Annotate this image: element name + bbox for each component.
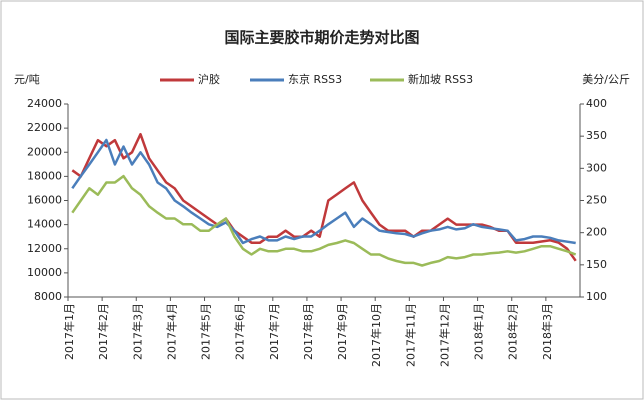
y2-tick-label: 250 (586, 194, 607, 207)
y2-tick-label: 400 (586, 97, 607, 110)
y2-tick-label: 100 (586, 290, 607, 303)
y-tick-label: 18000 (27, 169, 62, 182)
y-tick-label: 8000 (34, 290, 62, 303)
chart-title: 国际主要胶市期价走势对比图 (224, 29, 419, 47)
y2-axis-label: 美分/公斤 (582, 73, 630, 86)
x-tick-label: 2017年2月 (96, 303, 110, 360)
x-tick-label: 2017年3月 (130, 303, 144, 360)
series-line (71, 174, 577, 267)
series-line (71, 138, 576, 245)
x-tick-label: 2018年3月 (540, 303, 554, 360)
legend-label: 东京 RSS3 (288, 72, 342, 86)
y-tick-label: 16000 (27, 194, 62, 207)
y-tick-label: 14000 (27, 218, 62, 231)
y2-tick-label: 300 (586, 161, 607, 174)
y2-tick-label: 350 (586, 129, 607, 142)
legend-label: 新加坡 RSS3 (408, 72, 473, 86)
y-tick-label: 10000 (27, 266, 62, 279)
y-axis-label: 元/吨 (14, 73, 40, 86)
y-tick-label: 22000 (27, 121, 62, 134)
x-tick-label: 2017年6月 (233, 303, 247, 360)
x-tick-label: 2018年1月 (472, 303, 486, 360)
y2-tick-label: 200 (586, 226, 607, 239)
x-tick-label: 2017年12月 (437, 303, 451, 367)
x-tick-label: 2017年8月 (301, 303, 315, 360)
x-tick-label: 2018年2月 (506, 303, 520, 360)
y-tick-label: 24000 (27, 97, 62, 110)
x-tick-label: 2017年1月 (62, 303, 76, 360)
x-tick-label: 2017年5月 (199, 303, 213, 360)
y2-tick-label: 150 (586, 258, 607, 271)
legend-label: 沪胶 (198, 72, 220, 86)
x-tick-label: 2017年7月 (267, 303, 281, 360)
y-tick-label: 12000 (27, 242, 62, 255)
x-tick-label: 2017年10月 (369, 303, 383, 367)
x-tick-label: 2017年9月 (335, 303, 349, 360)
y-tick-label: 20000 (27, 145, 62, 158)
x-tick-label: 2017年4月 (164, 303, 178, 360)
x-tick-label: 2017年11月 (403, 303, 417, 367)
